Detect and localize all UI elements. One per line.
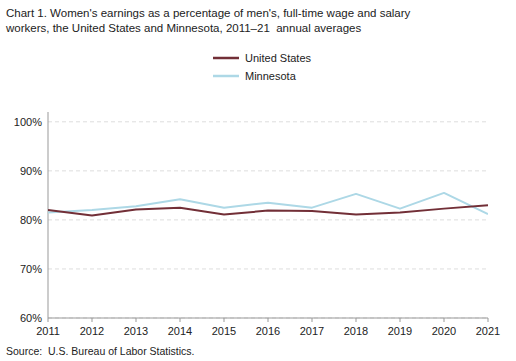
legend: United States Minnesota bbox=[213, 52, 312, 82]
y-tick-label: 80% bbox=[20, 214, 42, 226]
x-tick-label: 2016 bbox=[256, 325, 280, 337]
lines bbox=[48, 193, 488, 216]
x-tick bbox=[488, 318, 489, 322]
x-tick-label: 2014 bbox=[168, 325, 192, 337]
x-tick bbox=[356, 318, 357, 322]
x-tick bbox=[92, 318, 93, 322]
y-tick-label: 90% bbox=[20, 165, 42, 177]
series-line bbox=[48, 205, 488, 215]
y-tick-label: 60% bbox=[20, 312, 42, 324]
x-tick-label: 2013 bbox=[124, 325, 148, 337]
x-tick bbox=[224, 318, 225, 322]
legend-label: United States bbox=[245, 52, 312, 64]
grid-line bbox=[48, 268, 488, 269]
y-axis-line bbox=[48, 112, 49, 318]
grid-line bbox=[48, 121, 488, 122]
grid bbox=[48, 122, 488, 318]
x-tick bbox=[400, 318, 401, 322]
chart: Chart 1. Women's earnings as a percentag… bbox=[0, 0, 516, 361]
x-tick bbox=[180, 318, 181, 322]
x-tick bbox=[48, 318, 49, 322]
x-tick-label: 2021 bbox=[476, 325, 500, 337]
legend-swatch bbox=[213, 57, 239, 60]
x-tick-label: 2020 bbox=[432, 325, 456, 337]
title-line: Chart 1. Women's earnings as a percentag… bbox=[6, 7, 411, 19]
x-tick bbox=[312, 318, 313, 322]
x-tick-label: 2011 bbox=[36, 325, 60, 337]
legend-label: Minnesota bbox=[245, 70, 297, 82]
x-tick-label: 2015 bbox=[212, 325, 236, 337]
x-tick-label: 2018 bbox=[344, 325, 368, 337]
x-tick-label: 2012 bbox=[80, 325, 104, 337]
x-tick bbox=[268, 318, 269, 322]
y-tick-label: 70% bbox=[20, 263, 42, 275]
title: Chart 1. Women's earnings as a percentag… bbox=[5, 7, 411, 34]
title-line: workers, the United States and Minnesota… bbox=[5, 22, 361, 34]
x-tick bbox=[136, 318, 137, 322]
legend-swatch bbox=[213, 75, 239, 78]
x-tick-label: 2017 bbox=[300, 325, 324, 337]
y-tick-label: 100% bbox=[14, 116, 42, 128]
x-tick bbox=[444, 318, 445, 322]
grid-line bbox=[48, 170, 488, 171]
source: Source: U.S. Bureau of Labor Statistics. bbox=[6, 345, 195, 357]
grid-line bbox=[48, 219, 488, 220]
x-tick-label: 2019 bbox=[388, 325, 412, 337]
